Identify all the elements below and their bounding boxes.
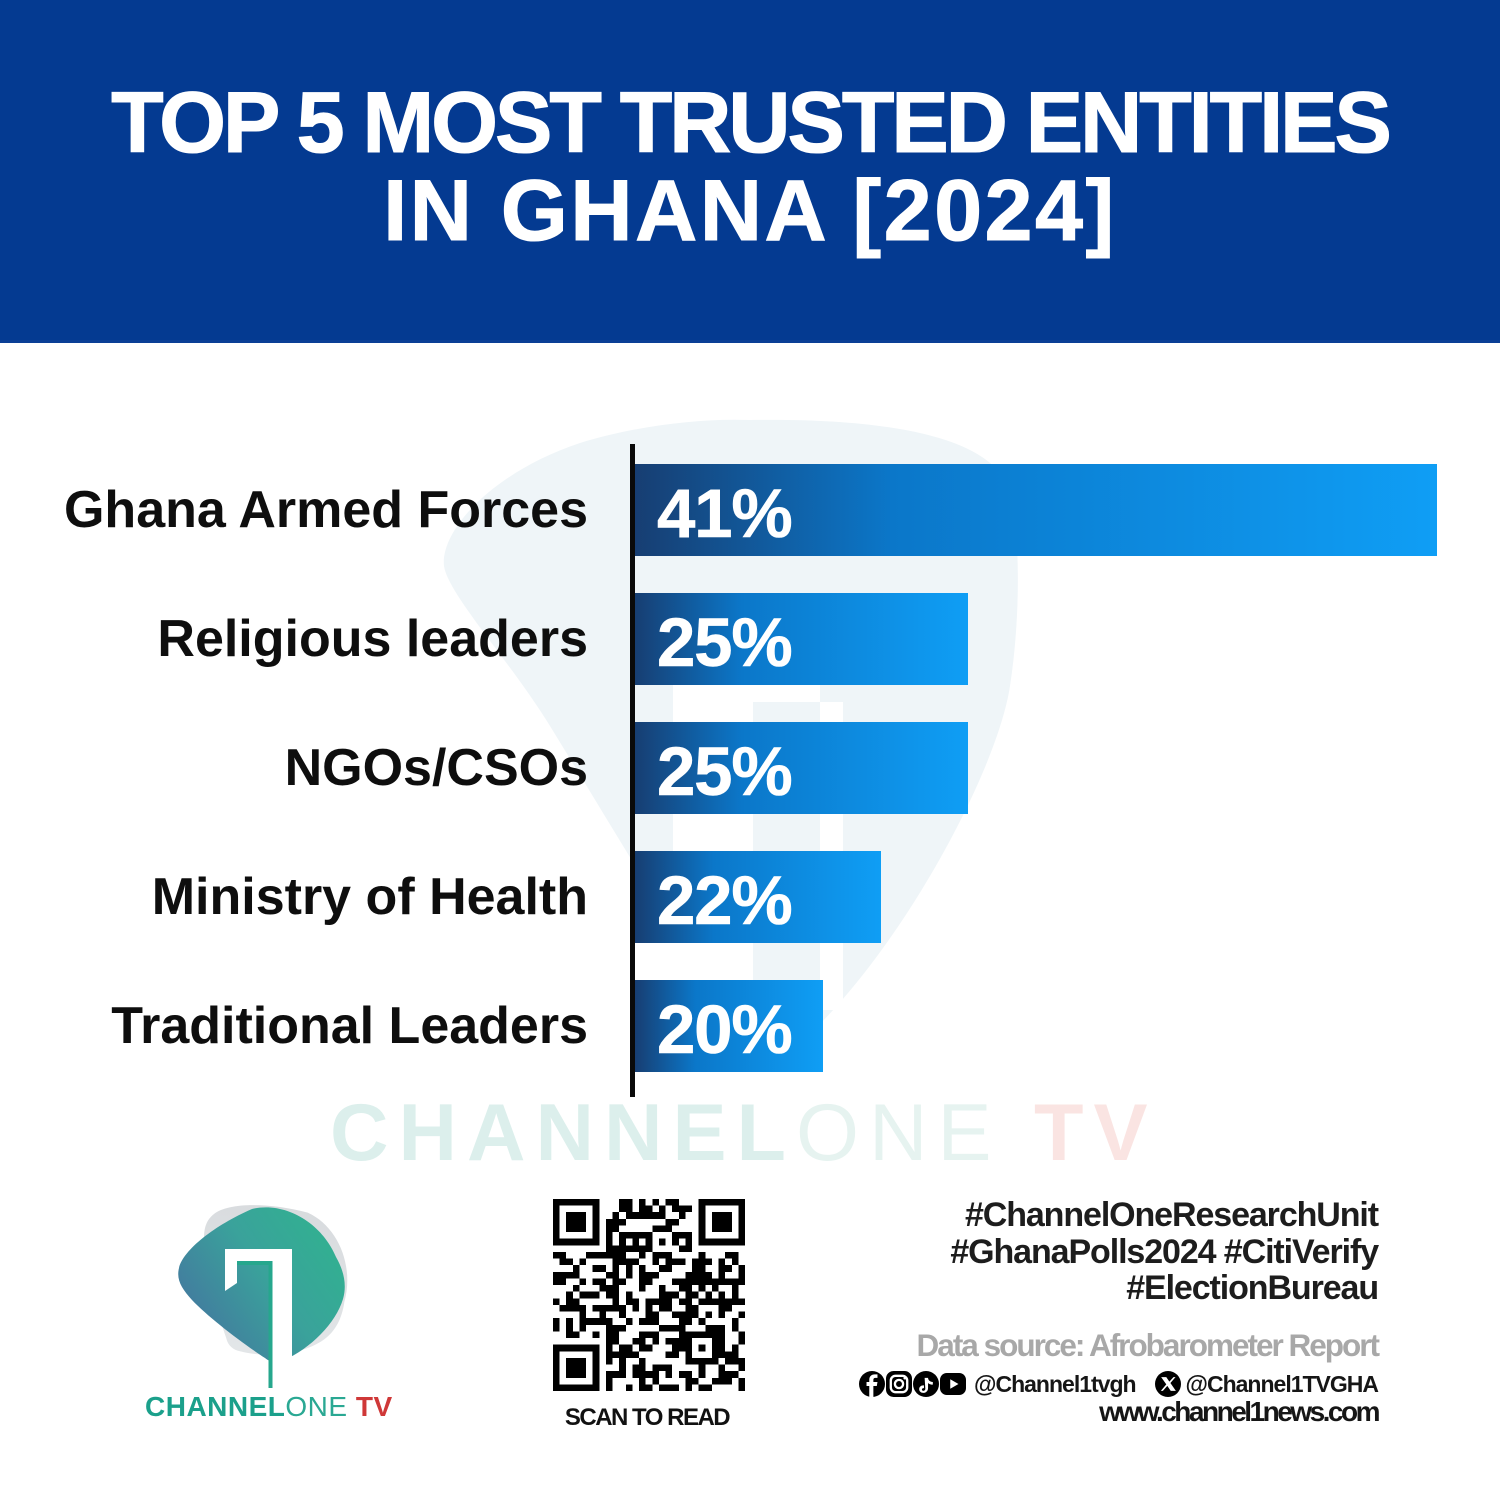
svg-text:CHANNELONE TV: CHANNELONE TV	[145, 1391, 393, 1422]
